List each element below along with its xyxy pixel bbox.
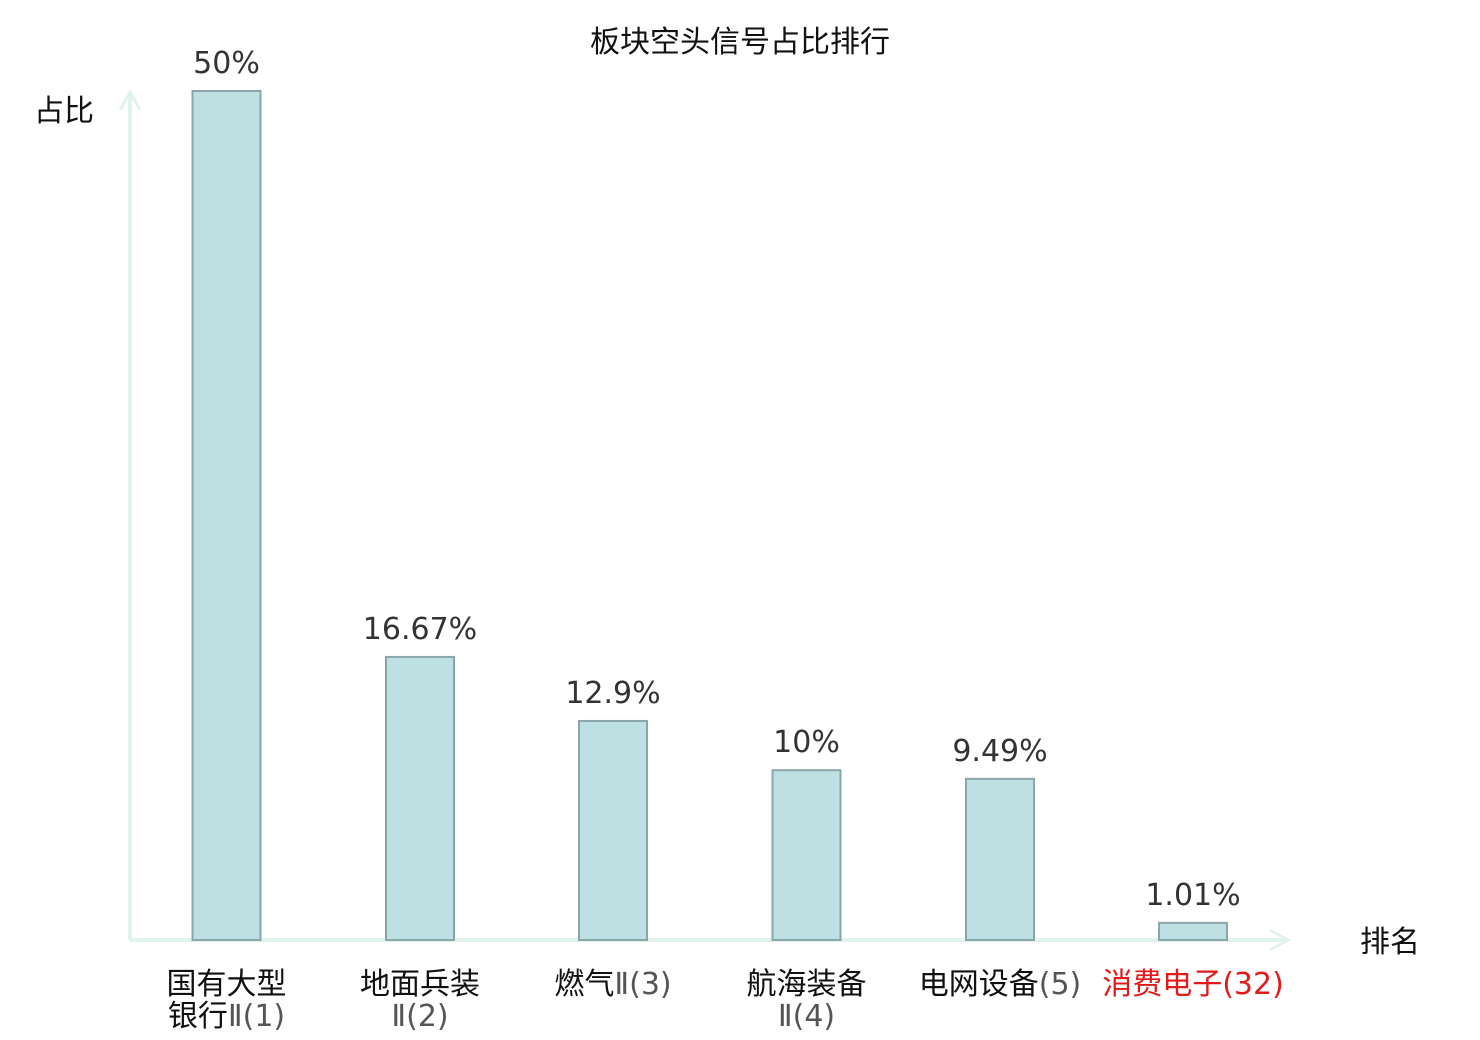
bar [771, 769, 842, 942]
y-axis-label: 占比 [34, 94, 94, 129]
category-label: 航海装备 [747, 967, 867, 1002]
value-label: 9.49% [952, 734, 1047, 769]
bars-group [191, 90, 1228, 942]
category-label: 电网设备(5) [919, 967, 1082, 1002]
category-label: 银行Ⅱ(1) [168, 999, 285, 1034]
category-label: 国有大型 [167, 967, 287, 1002]
bar [191, 90, 262, 941]
value-label: 1.01% [1145, 878, 1240, 913]
bar [578, 719, 648, 942]
x-axis-label: 排名 [1360, 925, 1420, 960]
value-label: 50% [193, 46, 260, 81]
category-label: Ⅱ(4) [778, 999, 835, 1034]
value-labels-group: 50% 16.67% 12.9% 10% 9.49% 1.01% [193, 46, 1241, 913]
value-label: 10% [773, 725, 840, 760]
value-label: 12.9% [565, 676, 660, 711]
chart-title: 板块空头信号占比排行 [590, 25, 890, 60]
category-label: 燃气Ⅱ(3) [554, 967, 671, 1002]
category-label: Ⅱ(2) [391, 999, 448, 1034]
bar [385, 655, 455, 942]
bar [1158, 921, 1228, 942]
value-label: 16.67% [363, 612, 477, 647]
category-label: 地面兵装 [360, 967, 480, 1002]
bar [965, 777, 1035, 941]
category-label: 消费电子(32) [1102, 967, 1284, 1002]
